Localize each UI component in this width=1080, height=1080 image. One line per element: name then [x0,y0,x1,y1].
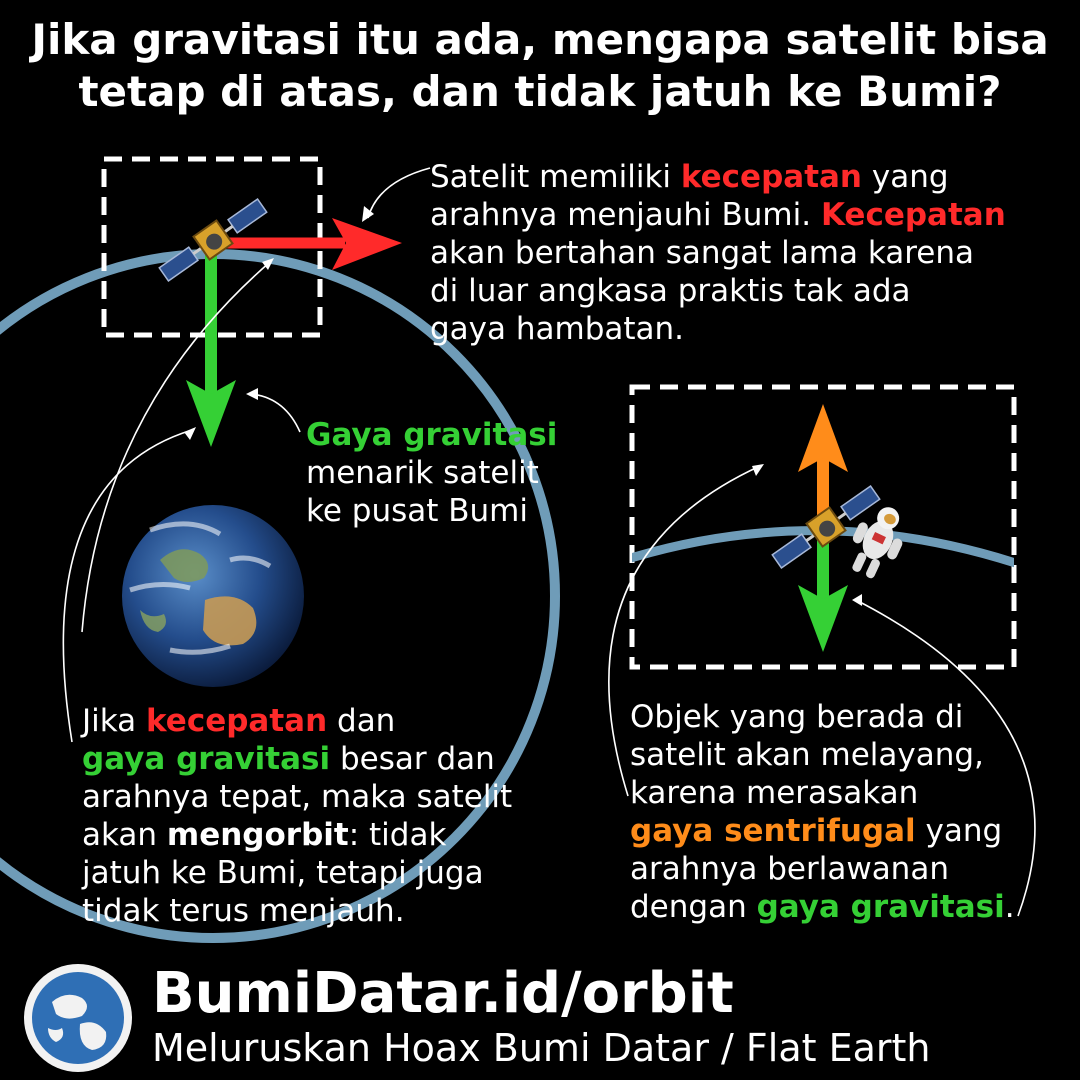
gravity-arrow [186,248,236,447]
title-line-1: Jika gravitasi itu ada, mengapa satelit … [31,15,1049,64]
orbit-text-part: : tidak [348,817,447,853]
float-text-line: arahnya berlawanan [630,851,949,887]
gravity-text-line: ke pusat Bumi [306,493,528,529]
velocity-text-part: Satelit memiliki [430,159,681,195]
float-text: Objek yang berada di satelit akan melaya… [630,698,1015,926]
velocity-text-line: di luar angkasa praktis tak ada [430,273,911,309]
satellite-icon [771,484,881,570]
float-text-part: . [1004,889,1015,925]
gravity-text-line: menarik satelit [306,455,539,491]
velocity-text-part: arahnya menjauhi Bumi. [430,197,821,233]
orbit-text-line: jatuh ke Bumi, tetapi juga [82,855,484,891]
orbit-text-part: besar dan [330,741,495,777]
gravity-highlight: gaya gravitasi [756,889,1005,925]
gravity-arrow-right [798,540,848,652]
float-text-line: Objek yang berada di [630,699,964,735]
velocity-text-part: yang [862,159,949,195]
orbit-text-line: tidak terus menjauh. [82,893,405,929]
velocity-text-line: akan bertahan sangat lama karena [430,235,975,271]
brand-tagline: Meluruskan Hoax Bumi Datar / Flat Earth [152,1026,931,1070]
float-text-part: dengan [630,889,757,925]
brand-url: BumiDatar.id/orbit [152,961,734,1026]
connector-lines [62,167,1036,917]
velocity-highlight: Kecepatan [820,197,1006,233]
astronaut-icon [852,507,903,579]
satellite-icon [158,197,268,283]
orbit-text-part: akan [82,817,167,853]
velocity-highlight: kecepatan [146,703,328,739]
velocity-highlight: kecepatan [680,159,863,195]
orbit-text: Jika kecepatan dan gaya gravitasi besar … [82,702,512,930]
float-text-part: yang [915,813,1003,849]
title-line-2: tetap di atas, dan tidak jatuh ke Bumi? [78,67,1002,116]
orbit-text-part: Jika [82,703,147,739]
velocity-arrow [215,218,402,270]
gravity-text: Gaya gravitasi menarik satelit ke pusat … [306,416,557,530]
page-title: Jika gravitasi itu ada, mengapa satelit … [0,14,1080,118]
centrifugal-highlight: gaya sentrifugal [630,813,916,849]
logo-globe-icon [24,964,132,1072]
gravity-highlight: gaya gravitasi [82,741,331,777]
velocity-text-line: gaya hambatan. [430,311,685,347]
orbit-text-part: dan [327,703,396,739]
orbit-text-line: arahnya tepat, maka satelit [82,779,513,815]
orbit-highlight: mengorbit [166,817,349,853]
velocity-text: Satelit memiliki kecepatan yang arahnya … [430,158,1006,348]
centrifugal-zoom-box [629,384,1017,670]
earth-globe-icon [122,505,304,687]
gravity-highlight: Gaya gravitasi [306,417,558,453]
float-text-line: karena merasakan [630,775,919,811]
float-text-line: satelit akan melayang, [630,737,984,773]
connector-arrowheads [184,206,862,606]
